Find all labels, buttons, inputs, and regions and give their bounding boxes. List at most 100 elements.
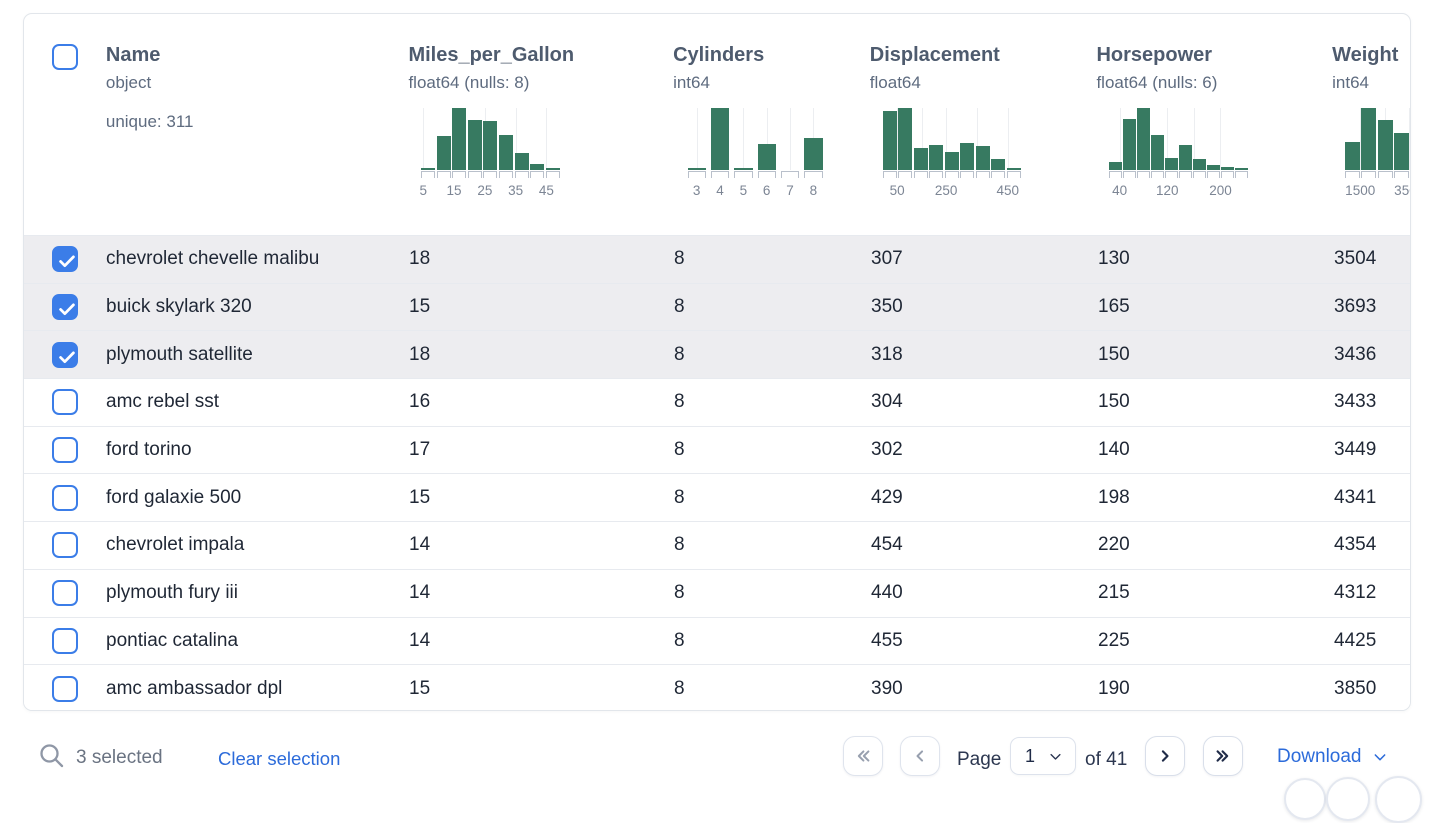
floating-button[interactable]: [1326, 777, 1370, 821]
histogram-bar: [882, 111, 897, 170]
bin-tick: [898, 171, 913, 178]
histogram-bar: [421, 168, 436, 170]
column-title: Displacement: [869, 44, 1000, 66]
row-checkbox[interactable]: [52, 294, 78, 321]
previous-page-button[interactable]: [900, 736, 940, 776]
bin-tick: [483, 171, 498, 178]
cell-miles_per_gallon: 14: [409, 582, 431, 604]
row-checkbox[interactable]: [52, 627, 78, 654]
histogram-bar: [960, 143, 975, 170]
histogram-bar: [1235, 168, 1248, 170]
floating-button[interactable]: [1375, 776, 1422, 823]
bin-tick: [1235, 171, 1248, 178]
column-header-miles_per_gallon: Miles_per_Gallon float64 (nulls: 8) 5 15 25 3…: [408, 14, 673, 235]
axis-labels: 50 250 450: [882, 183, 1022, 203]
column-header-displacement: Displacement float64 50 250 450: [870, 14, 1097, 235]
cell-miles_per_gallon: 14: [409, 534, 431, 556]
first-page-button[interactable]: [843, 736, 883, 776]
axis-tick-label: 450: [996, 183, 1020, 198]
cell-miles_per_gallon: 18: [409, 343, 431, 365]
bin-tick: [1377, 171, 1393, 178]
select-all-checkbox[interactable]: [52, 44, 78, 70]
row-checkbox[interactable]: [52, 532, 78, 559]
bin-tick: [804, 171, 823, 178]
column-header-weight: Weight int64 1500 3500: [1332, 14, 1410, 235]
cell-weight: 4341: [1334, 486, 1377, 508]
cell-weight: 3433: [1334, 391, 1377, 413]
column-header-horsepower: Horsepower float64 (nulls: 6) 40 120 200: [1096, 14, 1332, 235]
bin-tick: [1221, 171, 1234, 178]
table-row[interactable]: ford galaxie 500 15 8 429 198 4341: [24, 473, 1410, 522]
cell-name: chevrolet chevelle malibu: [106, 248, 320, 270]
cell-horsepower: 198: [1098, 486, 1130, 508]
gridline: [743, 108, 745, 170]
table-row[interactable]: plymouth fury iii 14 8 440 215 4312: [24, 568, 1410, 617]
row-checkbox[interactable]: [52, 675, 78, 702]
axis-tick-label: 50: [889, 183, 905, 198]
table-row[interactable]: chevrolet impala 14 8 454 220 4354: [24, 521, 1410, 569]
histogram-bar: [530, 164, 545, 170]
axis-tick-label: 200: [1209, 183, 1232, 198]
bin-tick: [975, 171, 990, 178]
bin-tick: [1165, 171, 1178, 178]
row-checkbox[interactable]: [52, 580, 78, 607]
row-checkbox-cell: [24, 341, 106, 368]
bin-tick: [944, 171, 959, 178]
axis-labels: 1500 3500: [1344, 183, 1410, 203]
histogram-bar: [483, 121, 498, 170]
row-checkbox-cell: [24, 484, 106, 511]
table-row[interactable]: ford torino 17 8 302 140 3449: [24, 425, 1410, 474]
next-page-button[interactable]: [1145, 736, 1185, 776]
bin-tick: [991, 171, 1006, 178]
page-select-value: 1: [1025, 745, 1036, 766]
floating-button[interactable]: [1284, 778, 1326, 820]
footer-toolbar: 3 selected Clear selection Page 1 of 41 …: [0, 711, 1436, 792]
cell-cylinders: 8: [674, 677, 685, 699]
table-row[interactable]: plymouth satellite 18 8 318 150 3436: [24, 330, 1410, 379]
bin-tick: [687, 171, 706, 178]
gridline: [897, 108, 899, 170]
column-dtype: int64: [1332, 73, 1369, 92]
cell-cylinders: 8: [674, 582, 685, 604]
row-checkbox[interactable]: [52, 341, 78, 368]
row-checkbox[interactable]: [52, 437, 78, 464]
bin-tick: [498, 171, 513, 178]
bin-tick: [1394, 171, 1410, 178]
chevron-left-icon: [916, 750, 924, 762]
histogram-bar: [1006, 168, 1022, 170]
cell-weight: 3504: [1334, 248, 1377, 270]
table-row[interactable]: amc ambassador dpl 15 8 390 190 3850: [24, 664, 1410, 710]
search-button[interactable]: [38, 742, 66, 775]
row-checkbox[interactable]: [52, 246, 78, 273]
row-checkbox[interactable]: [52, 389, 78, 416]
row-checkbox[interactable]: [52, 484, 78, 511]
last-page-button[interactable]: [1203, 736, 1243, 776]
table-row[interactable]: amc rebel sst 16 8 304 150 3433: [24, 378, 1410, 426]
column-title: Name: [105, 44, 161, 66]
chevron-right-icon: [1161, 750, 1169, 762]
column-title: Weight: [1332, 44, 1399, 66]
table-row[interactable]: pontiac catalina 14 8 455 225 4425: [24, 616, 1410, 665]
cell-miles_per_gallon: 15: [409, 296, 431, 318]
gridline: [790, 108, 792, 170]
download-menu[interactable]: Download: [1277, 746, 1388, 768]
table-row[interactable]: buick skylark 320 15 8 350 165 3693: [24, 282, 1410, 331]
row-checkbox-cell: [24, 246, 106, 273]
bin-tick: [734, 171, 753, 178]
gridline: [696, 108, 698, 170]
clear-selection-link[interactable]: Clear selection: [218, 748, 341, 769]
histogram-bar: [975, 146, 990, 170]
table-row[interactable]: chevrolet chevelle malibu 18 8 307 130 3504: [24, 235, 1410, 283]
cell-horsepower: 215: [1098, 582, 1130, 604]
column-histogram: 5 15 25 35 45: [420, 108, 560, 203]
column-title: Cylinders: [673, 44, 765, 66]
histogram-bar: [436, 136, 451, 170]
bin-tick: [1179, 171, 1192, 178]
gridline: [546, 108, 548, 170]
page-select[interactable]: 1: [1010, 737, 1076, 775]
data-table-card: Name object unique: 311 Miles_per_Gallon flo…: [23, 13, 1411, 711]
histogram-bar: [1394, 133, 1410, 170]
axis-tick-label: 40: [1112, 183, 1128, 198]
bin-tick: [757, 171, 776, 178]
axis-tick-label: 120: [1155, 183, 1179, 198]
